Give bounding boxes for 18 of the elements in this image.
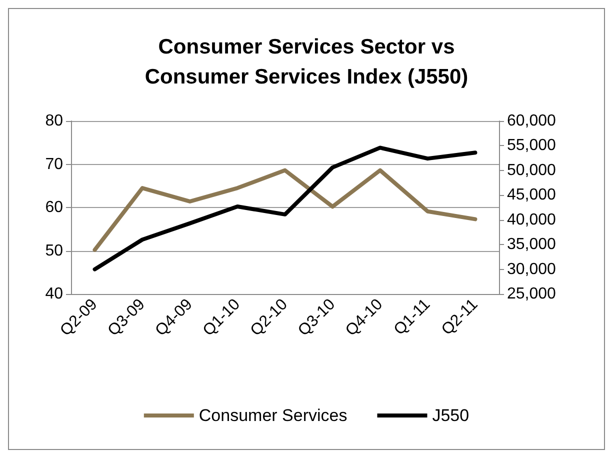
line-series (92, 146, 478, 272)
chart-title: Consumer Services Sector vs Consumer Services Index (J550) (144, 36, 468, 88)
y2-tick-label: 50,000 (507, 162, 556, 179)
y-tick-label: 60 (45, 199, 64, 216)
y2-tick-label: 45,000 (507, 186, 556, 204)
legend-label: J550 (432, 406, 470, 425)
y2-tick-label: 25,000 (507, 286, 556, 302)
y-tick-label: 40 (45, 286, 64, 302)
y-tick-label: 70 (45, 156, 64, 173)
legend-label: Consumer Services (198, 406, 348, 425)
y-tick-label: 80 (45, 112, 64, 130)
y2-tick-label: 30,000 (507, 260, 556, 278)
y2-tick-label: 55,000 (507, 137, 556, 154)
y2-tick-label: 35,000 (507, 236, 556, 254)
line-series (92, 168, 478, 252)
y2-tick-label: 40,000 (507, 211, 556, 228)
y-tick-label: 50 (45, 242, 64, 260)
y2-tick-label: 60,000 (507, 112, 556, 130)
